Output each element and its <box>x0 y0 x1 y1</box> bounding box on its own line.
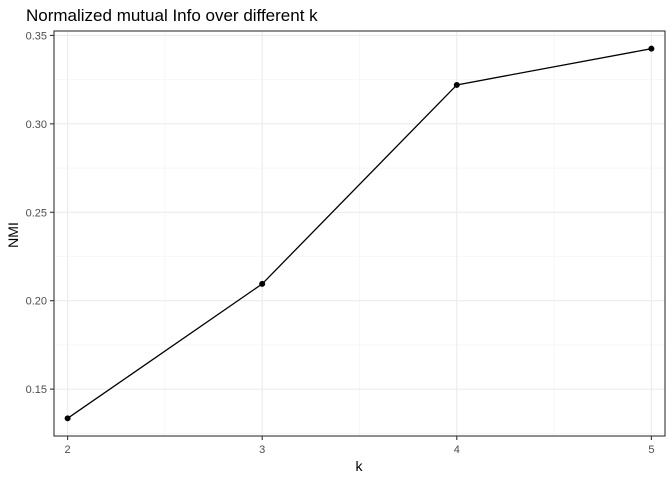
x-tick-label: 5 <box>648 444 654 456</box>
x-tick-label: 2 <box>65 444 71 456</box>
x-axis-title: k <box>356 458 364 474</box>
nmi-data-point <box>648 45 655 52</box>
y-tick-label: 0.20 <box>26 296 47 308</box>
nmi-series-line <box>67 48 652 419</box>
series-layer <box>64 45 655 422</box>
y-tick-label: 0.30 <box>26 119 47 131</box>
y-tick-label: 0.25 <box>26 207 47 219</box>
nmi-data-point <box>64 415 71 422</box>
grid-lines <box>54 31 665 436</box>
x-tick-label: 4 <box>454 444 460 456</box>
nmi-data-point <box>259 280 266 287</box>
y-axis-title: NMI <box>5 222 21 248</box>
y-tick-label: 0.35 <box>26 30 47 42</box>
y-tick-label: 0.15 <box>26 384 47 396</box>
nmi-data-point <box>453 81 460 88</box>
x-tick-label: 3 <box>259 444 265 456</box>
plot-panel <box>53 30 666 437</box>
axes-layer: 2 3 4 5 0.15 0.20 0.25 0.30 0.35 <box>26 30 655 456</box>
chart-title: Normalized mutual Info over different k <box>26 6 318 25</box>
